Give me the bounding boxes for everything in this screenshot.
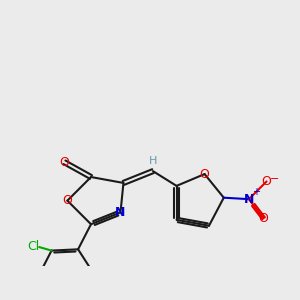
Text: O: O bbox=[62, 194, 72, 207]
Text: +: + bbox=[252, 187, 260, 197]
Text: Cl: Cl bbox=[27, 240, 39, 253]
Text: O: O bbox=[59, 156, 69, 169]
Text: O: O bbox=[262, 175, 272, 188]
Text: O: O bbox=[259, 212, 269, 225]
Text: −: − bbox=[270, 174, 280, 184]
Text: H: H bbox=[149, 156, 157, 166]
Text: O: O bbox=[200, 168, 209, 181]
Text: N: N bbox=[115, 206, 126, 219]
Text: N: N bbox=[244, 193, 254, 206]
